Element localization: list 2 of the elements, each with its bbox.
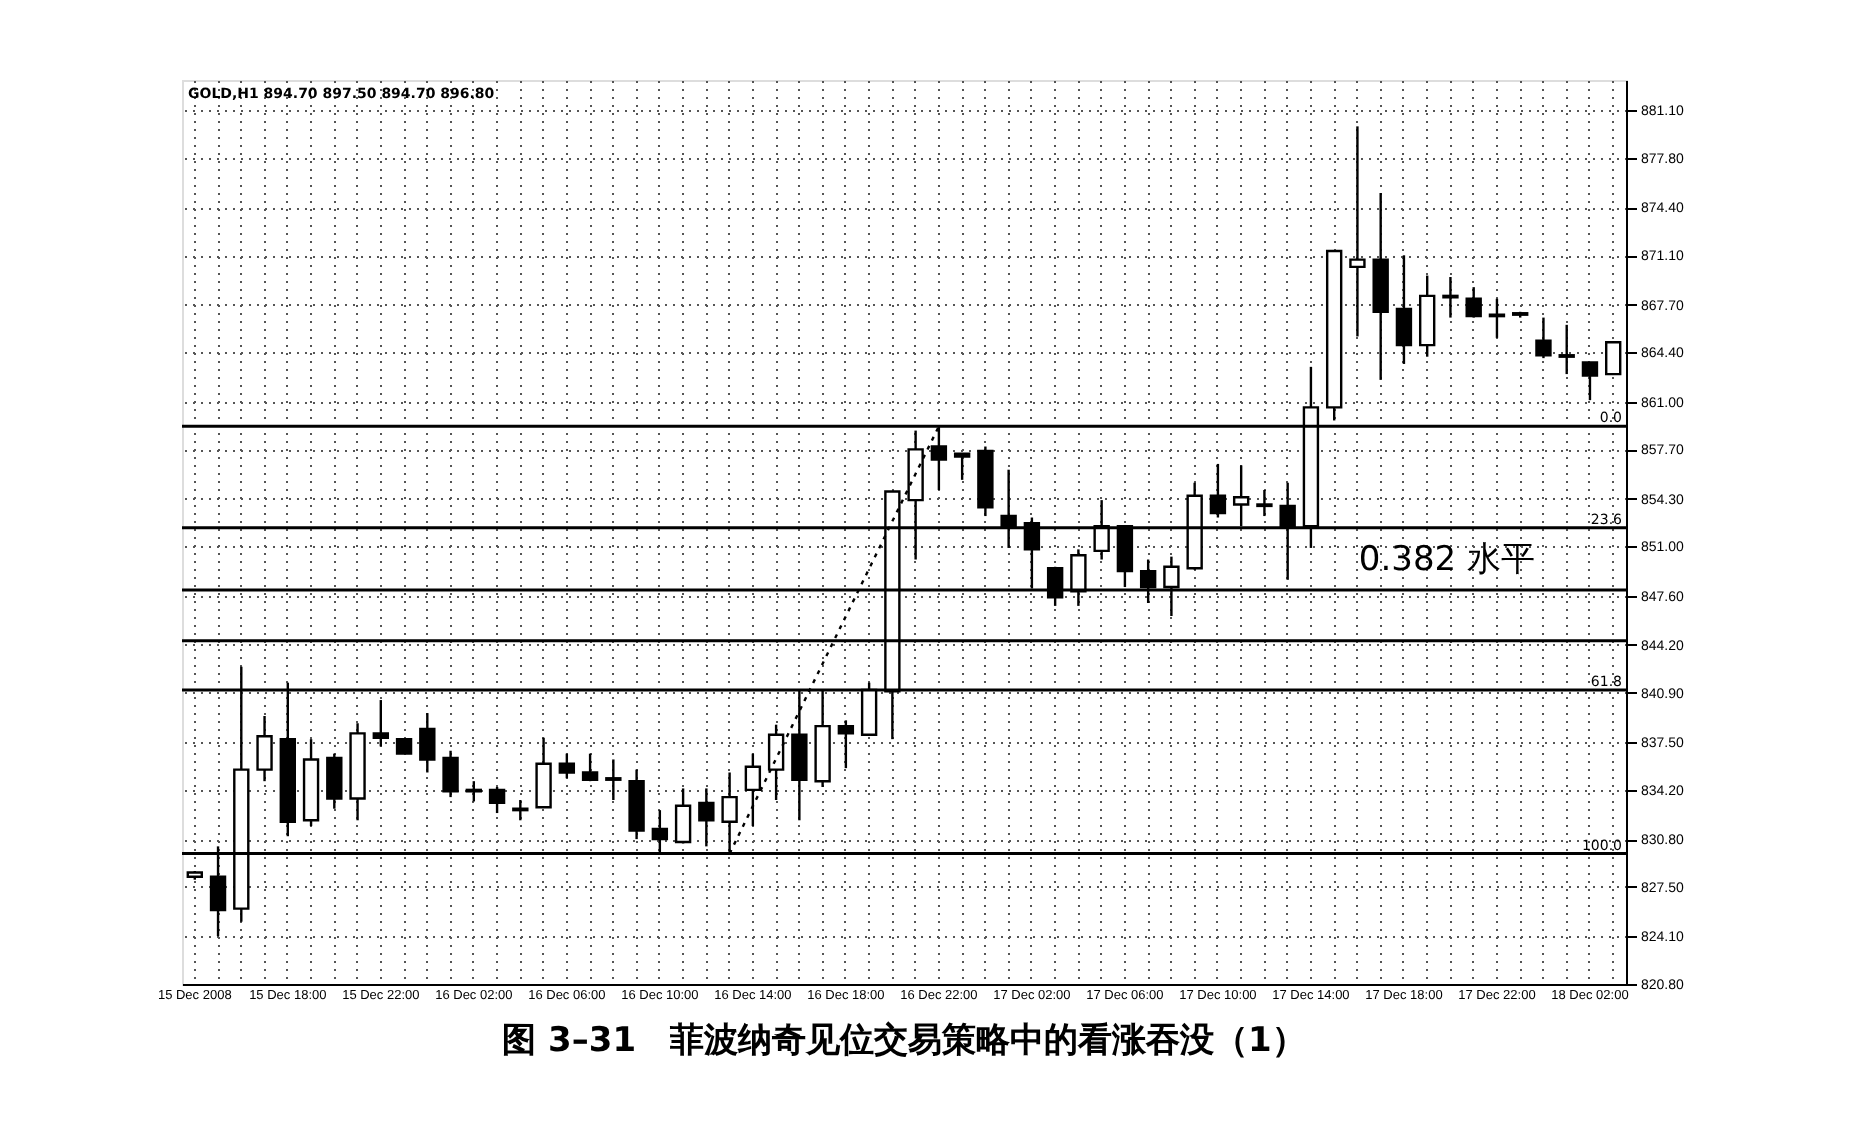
annotation: 0.382 水平: [1358, 539, 1536, 580]
text: 图 3–31 菲波纳奇见位交易策略中的看涨吞没（1）: [502, 1021, 1306, 1061]
